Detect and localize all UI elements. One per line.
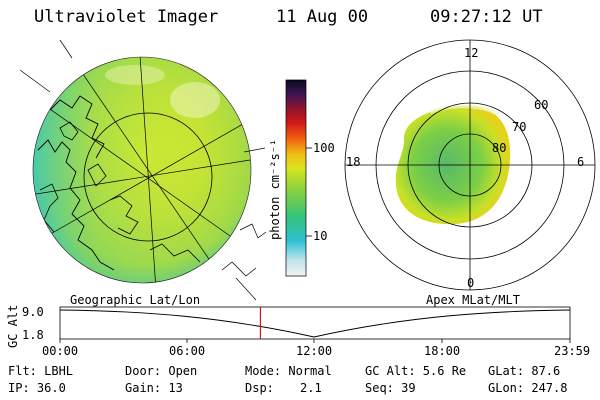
mlat-label-70: 70: [512, 120, 527, 134]
seq-info: Seq: 39: [365, 381, 416, 395]
mlat-label-60: 60: [534, 98, 549, 112]
image-date: 11 Aug 00: [276, 7, 369, 27]
dsp-value: 2.1: [300, 381, 322, 395]
mlt-label-0: 0: [467, 276, 475, 290]
glon-info: GLon: 247.8: [488, 381, 568, 395]
gc-alt-info: GC Alt: 5.6 Re: [365, 364, 467, 378]
colorbar-unit-label: photon cm⁻²s⁻¹: [268, 138, 282, 240]
apex-label: Apex MLat/MLT: [426, 293, 520, 307]
gain-info: Gain: 13: [125, 381, 183, 395]
time-tick-0000: 00:00: [42, 344, 79, 358]
mlt-label-12: 12: [464, 46, 479, 60]
image-time: 09:27:12 UT: [430, 7, 543, 27]
mlt-label-6: 6: [577, 155, 585, 169]
gc-alt-axis-label: GC Alt: [6, 304, 20, 348]
mlat-label-80: 80: [492, 141, 507, 155]
time-tick-2359: 23:59: [554, 344, 591, 358]
geographic-label: Geographic Lat/Lon: [70, 293, 201, 307]
door-info: Door: Open: [125, 364, 198, 378]
time-tick-1200: 12:00: [296, 344, 333, 358]
alt-tick-9: 9.0: [22, 305, 44, 319]
colorbar-tick-100: 100: [313, 141, 335, 155]
dsp-label: Dsp:: [245, 381, 274, 395]
filter-info: Flt: LBHL: [8, 364, 74, 378]
mode-info: Mode: Normal: [245, 364, 332, 378]
colorbar-tick-10: 10: [313, 229, 328, 243]
instrument-title: Ultraviolet Imager: [34, 7, 219, 27]
mlt-label-18: 18: [346, 155, 361, 169]
ip-info: IP: 36.0: [8, 381, 66, 395]
time-tick-1800: 18:00: [424, 344, 461, 358]
alt-tick-1-8: 1.8: [22, 328, 44, 342]
time-tick-0600: 06:00: [169, 344, 206, 358]
glat-info: GLat: 87.6: [488, 364, 561, 378]
